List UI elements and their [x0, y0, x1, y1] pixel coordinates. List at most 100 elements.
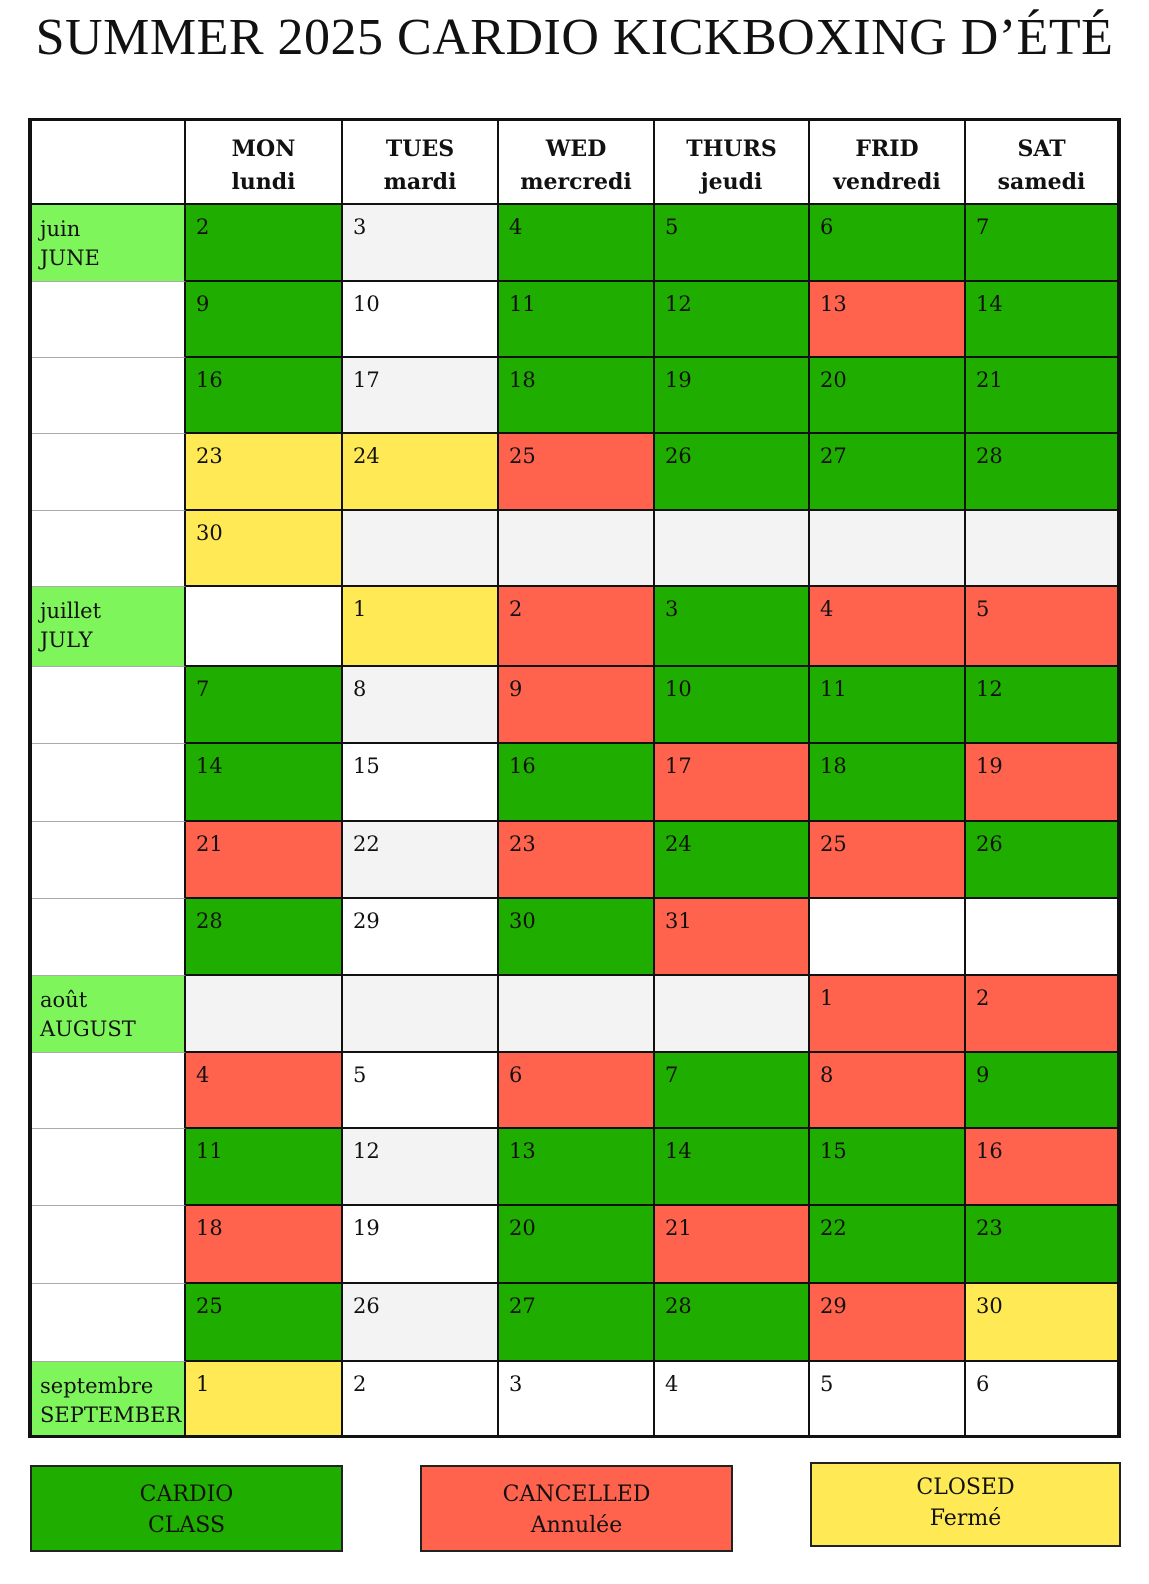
calendar-day-cell: 5	[655, 205, 810, 282]
month-label-empty	[32, 1206, 186, 1284]
calendar-day-cell: 6	[810, 205, 966, 282]
calendar-day-cell: 30	[499, 899, 655, 976]
day-header-sat: SAT samedi	[966, 121, 1117, 205]
legend-label: CLOSED	[916, 1475, 1015, 1500]
calendar-day-cell: 23	[966, 1206, 1117, 1284]
calendar-day-cell	[810, 899, 966, 976]
calendar-day-cell: 9	[499, 667, 655, 744]
day-header-fr: mercredi	[520, 169, 632, 195]
day-number: 16	[509, 754, 536, 778]
day-header-en: FRID	[855, 136, 919, 162]
calendar-day-cell: 30	[966, 1284, 1117, 1362]
calendar-day-cell: 14	[186, 744, 343, 822]
day-number: 4	[665, 1372, 679, 1396]
calendar-day-cell: 24	[343, 434, 499, 511]
day-number: 18	[820, 754, 847, 778]
day-header-thurs: THURS jeudi	[655, 121, 810, 205]
day-header-mon: MON lundi	[186, 121, 343, 205]
day-number: 24	[353, 444, 380, 468]
day-number: 6	[820, 215, 834, 239]
day-number: 28	[976, 444, 1003, 468]
calendar-day-cell: 6	[966, 1362, 1117, 1435]
calendar-day-cell: 29	[810, 1284, 966, 1362]
month-label-empty	[32, 1053, 186, 1129]
calendar-day-cell: 16	[186, 358, 343, 434]
month-label-september: septembre SEPTEMBER	[32, 1362, 186, 1435]
calendar-day-cell	[499, 511, 655, 587]
day-number: 25	[820, 832, 847, 856]
calendar-day-cell: 27	[810, 434, 966, 511]
calendar-day-cell: 12	[966, 667, 1117, 744]
calendar-day-cell: 11	[810, 667, 966, 744]
calendar-day-cell: 4	[810, 587, 966, 667]
legend-sublabel: CLASS	[147, 1513, 226, 1538]
month-name-fr: juillet	[40, 599, 102, 623]
legend-cardio: CARDIO CLASS	[30, 1465, 343, 1552]
calendar-day-cell: 9	[186, 282, 343, 358]
calendar-day-cell	[343, 976, 499, 1053]
calendar-day-cell: 29	[343, 899, 499, 976]
month-label-empty	[32, 1129, 186, 1206]
calendar-day-cell: 24	[655, 822, 810, 899]
legend-closed: CLOSED Fermé	[810, 1462, 1121, 1547]
day-number: 7	[196, 677, 210, 701]
calendar-day-cell: 13	[499, 1129, 655, 1206]
day-number: 5	[976, 597, 990, 621]
day-number: 5	[353, 1063, 367, 1087]
day-number: 23	[976, 1216, 1003, 1240]
day-number: 21	[976, 368, 1003, 392]
day-number: 21	[196, 832, 223, 856]
calendar-day-cell: 5	[966, 587, 1117, 667]
day-number: 18	[196, 1216, 223, 1240]
day-number: 19	[976, 754, 1003, 778]
calendar-day-cell: 2	[966, 976, 1117, 1053]
month-label-july: juillet JULY	[32, 587, 186, 667]
calendar-day-cell: 31	[655, 899, 810, 976]
calendar-day-cell: 28	[655, 1284, 810, 1362]
day-number: 13	[509, 1139, 536, 1163]
calendar-day-cell: 23	[186, 434, 343, 511]
day-number: 31	[665, 909, 692, 933]
month-name-en: AUGUST	[40, 1017, 136, 1041]
page-title: SUMMER 2025 CARDIO KICKBOXING D’ÉTÉ	[35, 9, 1114, 66]
calendar-day-cell: 18	[499, 358, 655, 434]
calendar-day-cell: 14	[966, 282, 1117, 358]
month-label-empty	[32, 1284, 186, 1362]
calendar-day-cell: 5	[343, 1053, 499, 1129]
day-number: 4	[820, 597, 834, 621]
day-header-en: WED	[545, 136, 607, 162]
day-number: 4	[196, 1063, 210, 1087]
calendar-day-cell: 27	[499, 1284, 655, 1362]
calendar-day-cell: 11	[186, 1129, 343, 1206]
day-number: 4	[509, 215, 523, 239]
month-label-empty	[32, 822, 186, 899]
day-number: 1	[820, 986, 834, 1010]
day-header-en: THURS	[686, 136, 777, 162]
month-name-fr: août	[40, 988, 88, 1012]
day-number: 11	[509, 292, 536, 316]
calendar-day-cell: 1	[810, 976, 966, 1053]
month-label-empty	[32, 899, 186, 976]
day-number: 9	[976, 1063, 990, 1087]
day-number: 24	[665, 832, 692, 856]
calendar-day-cell: 16	[499, 744, 655, 822]
day-number: 30	[509, 909, 536, 933]
calendar-day-cell: 26	[655, 434, 810, 511]
day-number: 1	[353, 597, 367, 621]
calendar-day-cell	[186, 976, 343, 1053]
day-number: 27	[820, 444, 847, 468]
calendar-day-cell: 17	[343, 358, 499, 434]
calendar-day-cell	[186, 587, 343, 667]
day-header-wed: WED mercredi	[499, 121, 655, 205]
calendar-day-cell: 8	[810, 1053, 966, 1129]
month-label-empty	[32, 434, 186, 511]
calendar-day-cell	[810, 511, 966, 587]
calendar-day-cell: 26	[343, 1284, 499, 1362]
day-number: 15	[353, 754, 380, 778]
calendar-day-cell	[655, 976, 810, 1053]
calendar-day-cell: 12	[655, 282, 810, 358]
calendar-day-cell: 11	[499, 282, 655, 358]
calendar-day-cell: 2	[186, 205, 343, 282]
legend-label: CARDIO	[139, 1482, 234, 1507]
calendar-day-cell: 9	[966, 1053, 1117, 1129]
